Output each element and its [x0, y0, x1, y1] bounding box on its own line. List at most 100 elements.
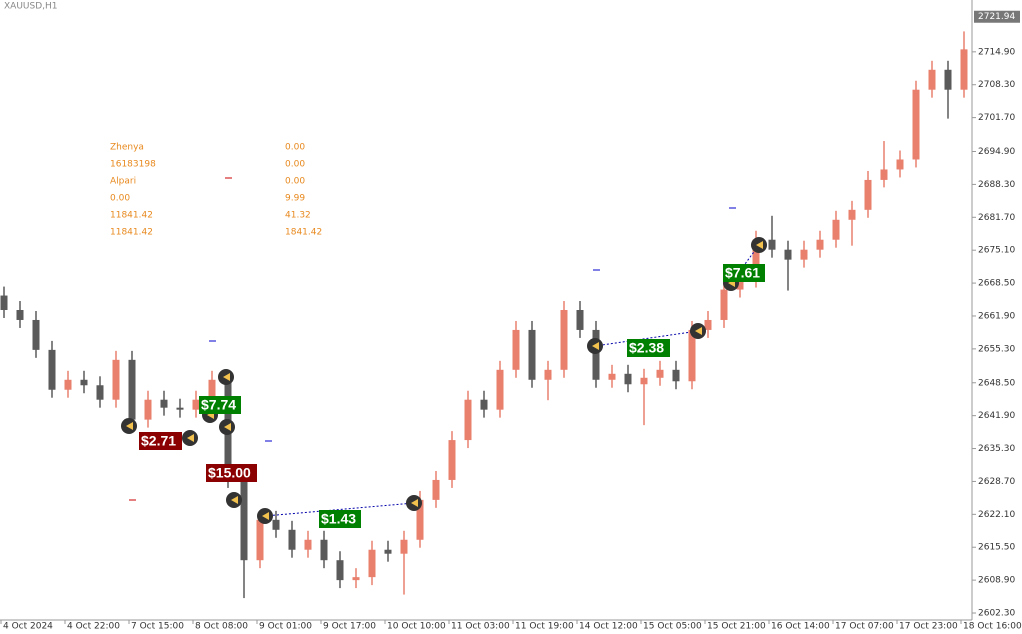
y-tick-label: 2635.30: [978, 444, 1015, 454]
candle: [896, 150, 904, 178]
x-tick-label: 8 Oct 08:00: [195, 622, 248, 632]
candle: [144, 390, 152, 428]
trade-profit-label: $15.00: [208, 465, 251, 481]
candle-body: [912, 89, 920, 160]
candle-body: [272, 519, 280, 530]
x-tick-label: 17 Oct 07:00: [835, 622, 894, 632]
candle: [128, 350, 136, 428]
candle: [384, 540, 392, 562]
candle-body: [384, 549, 392, 554]
y-tick-label: 2675.10: [978, 246, 1015, 256]
candle-body: [720, 289, 728, 320]
x-tick-label: 4 Oct 22:00: [67, 622, 120, 632]
y-tick-label: 2668.50: [978, 279, 1015, 289]
info-text: 41.32: [285, 211, 311, 221]
candle: [544, 360, 552, 401]
candle-body: [576, 310, 584, 330]
candle: [176, 398, 184, 418]
trade-profit-box: [627, 339, 670, 357]
candle: [32, 310, 40, 358]
x-tick-label: 9 Oct 01:00: [259, 622, 312, 632]
y-tick-label: 2641.90: [978, 411, 1015, 421]
candle: [96, 376, 104, 408]
y-tick-label: 2688.30: [978, 180, 1015, 190]
x-tick-label: 10 Oct 10:00: [387, 622, 446, 632]
candle-body: [752, 239, 760, 280]
candle: [928, 60, 936, 98]
y-tick-label: 2661.90: [978, 311, 1015, 321]
candle-body: [832, 219, 840, 240]
trade-profit-label: $7.61: [725, 265, 760, 281]
candle: [64, 370, 72, 398]
candle: [304, 530, 312, 558]
candle: [672, 360, 680, 390]
candle-body: [544, 369, 552, 380]
candle: [768, 215, 776, 258]
y-tick-label: 2701.70: [978, 113, 1015, 123]
candle: [560, 301, 568, 378]
candle-body: [592, 329, 600, 380]
x-tick-label: 14 Oct 12:00: [579, 622, 638, 632]
candle: [512, 320, 520, 378]
info-text: 0.00: [285, 143, 305, 153]
candle-body: [112, 359, 120, 400]
symbol-title: XAUUSD,H1: [4, 2, 58, 12]
candle-body: [464, 399, 472, 441]
candle-body: [768, 239, 776, 250]
candle: [160, 390, 168, 416]
candle: [848, 200, 856, 246]
candle-body: [512, 329, 520, 370]
trade-arrow: [695, 327, 702, 335]
x-tick-label: 7 Oct 15:00: [131, 622, 184, 632]
candle-body: [336, 560, 344, 581]
candle-body: [368, 549, 376, 578]
info-text: 11841.42: [110, 228, 153, 238]
candle-body: [128, 359, 136, 420]
candle-body: [656, 369, 664, 378]
trade-profit-box: [206, 464, 257, 482]
info-text: Zhenya: [110, 143, 144, 153]
candle: [288, 520, 296, 558]
x-tick-label: 4 Oct 2024: [3, 622, 53, 632]
candle: [496, 360, 504, 418]
candle-body: [160, 399, 168, 408]
trade-arrow: [187, 434, 194, 442]
candle: [592, 320, 600, 388]
trade-arrow: [223, 373, 230, 381]
candle: [576, 301, 584, 338]
trade-link: [264, 502, 415, 517]
x-tick-label: 9 Oct 17:00: [323, 622, 376, 632]
y-tick-label: 2648.50: [978, 378, 1015, 388]
candle: [352, 568, 360, 589]
x-tick-label: 16 Oct 14:00: [771, 622, 830, 632]
y-tick-label: 2602.30: [978, 609, 1015, 619]
trade-arrow: [756, 241, 763, 249]
candle: [800, 240, 808, 268]
candle-body: [208, 379, 216, 400]
candle-body: [960, 49, 968, 90]
candle-body: [448, 440, 456, 480]
trade-arrow: [592, 342, 599, 350]
trade-arrow: [411, 499, 418, 507]
candle: [624, 364, 632, 393]
candle: [528, 320, 536, 388]
candle: [656, 360, 664, 386]
candle: [272, 510, 280, 538]
y-tick-label: 2708.30: [978, 80, 1015, 90]
candle-body: [784, 249, 792, 260]
candle-body: [304, 539, 312, 550]
candle-body: [480, 399, 488, 410]
candle-body: [800, 249, 808, 260]
candle-body: [288, 529, 296, 550]
candle-body: [256, 519, 264, 561]
info-text: 16183198: [110, 160, 156, 170]
y-tick-label: 2655.30: [978, 344, 1015, 354]
candle-body: [864, 179, 872, 210]
candle-body: [144, 399, 152, 420]
trade-profit-label: $7.74: [201, 397, 236, 413]
y-tick-label: 2622.10: [978, 510, 1015, 520]
info-text: 0.00: [285, 177, 305, 187]
candle-body: [32, 319, 40, 350]
candle: [480, 390, 488, 418]
trade-profit-box: [199, 396, 241, 414]
